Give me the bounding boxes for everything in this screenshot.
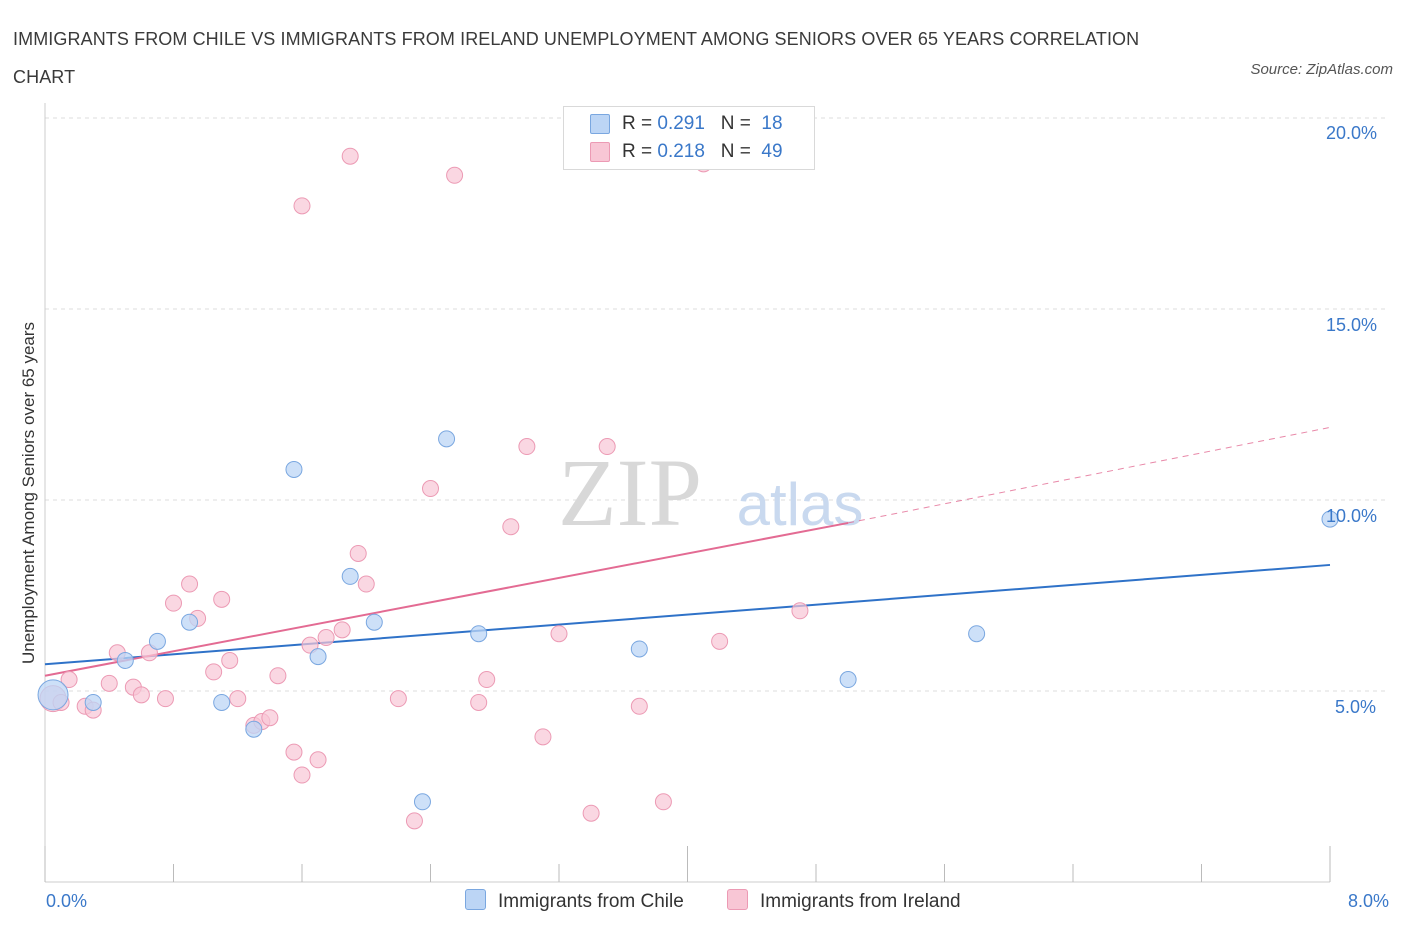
- data-points: [37, 147, 1339, 830]
- source-label: Source: ZipAtlas.com: [1250, 61, 1393, 78]
- point-ireland: [285, 743, 303, 761]
- point-ireland: [181, 575, 199, 593]
- point-chile: [213, 693, 231, 711]
- point-ireland: [213, 590, 231, 608]
- legend-swatch-ireland: [590, 142, 610, 162]
- point-ireland: [357, 575, 375, 593]
- point-ireland: [205, 663, 223, 681]
- point-chile: [839, 671, 857, 689]
- point-ireland: [293, 197, 311, 215]
- watermark-zip: ZIP: [558, 439, 702, 546]
- y-tick-10: 10.0%: [1326, 506, 1378, 526]
- point-chile: [309, 648, 327, 666]
- point-ireland: [389, 690, 407, 708]
- point-ireland: [711, 632, 729, 650]
- point-ireland: [261, 709, 279, 727]
- point-chile: [181, 613, 199, 631]
- legend-n-label: N =: [720, 113, 757, 134]
- point-ireland: [550, 625, 568, 643]
- point-ireland: [269, 667, 287, 685]
- correlation-legend: R = 0.291 N = 18 R = 0.218 N = 49: [563, 106, 815, 170]
- x-min-label: 0.0%: [46, 891, 88, 911]
- legend-r-label: R =: [622, 113, 658, 134]
- point-chile: [341, 567, 359, 585]
- legend-n-label: N =: [720, 141, 757, 162]
- point-chile: [968, 625, 986, 643]
- point-chile: [116, 651, 134, 669]
- point-ireland: [446, 166, 464, 184]
- y-tick-5: 5.0%: [1335, 697, 1377, 717]
- point-ireland: [156, 690, 174, 708]
- legend-r-label: R =: [622, 141, 658, 162]
- point-chile: [285, 460, 303, 478]
- legend-label-chile: Immigrants from Chile: [498, 891, 684, 912]
- y-tick-15: 15.0%: [1326, 315, 1378, 335]
- legend-swatch-chile: [465, 889, 486, 910]
- point-ireland: [100, 674, 118, 692]
- point-chile: [1321, 510, 1339, 528]
- point-ireland: [518, 438, 536, 456]
- trend-lines: [44, 426, 1331, 677]
- point-ireland: [165, 594, 182, 612]
- point-chile: [245, 720, 263, 738]
- point-ireland: [478, 671, 496, 689]
- axes: [44, 103, 1331, 883]
- trend-line-chile: [44, 563, 1331, 666]
- y-tick-20: 20.0%: [1326, 123, 1378, 143]
- point-ireland: [132, 686, 150, 704]
- legend-n-value: 18: [761, 113, 783, 134]
- point-chile: [84, 693, 102, 711]
- point-ireland: [598, 438, 616, 456]
- watermark-atlas: atlas: [737, 471, 864, 538]
- trend-line-ireland-extension: [848, 426, 1331, 524]
- point-chile: [148, 632, 166, 650]
- point-chile: [365, 613, 383, 631]
- grid-lines: [45, 117, 1388, 692]
- point-chile: [37, 679, 69, 711]
- point-ireland: [309, 751, 327, 769]
- point-chile: [438, 430, 456, 448]
- point-ireland: [60, 671, 78, 689]
- point-ireland: [630, 697, 648, 715]
- point-chile: [413, 793, 431, 811]
- point-ireland: [229, 690, 247, 708]
- point-ireland: [405, 812, 423, 830]
- x-max-label: 8.0%: [1348, 891, 1390, 911]
- chart-title: IMMIGRANTS FROM CHILE VS IMMIGRANTS FROM…: [13, 29, 1140, 87]
- legend-text-ireland: R = 0.218 N = 49: [622, 140, 783, 164]
- legend-swatch-chile: [590, 114, 610, 134]
- legend-r-value: 0.218: [657, 141, 705, 162]
- series-legend-ireland: Immigrants from Ireland: [727, 889, 961, 915]
- legend-text-chile: R = 0.291 N = 18: [622, 112, 783, 136]
- trend-line-ireland: [44, 521, 849, 677]
- legend-r-value: 0.291: [657, 113, 705, 134]
- point-chile: [470, 625, 488, 643]
- point-ireland: [502, 518, 520, 536]
- point-ireland: [293, 766, 311, 784]
- legend-n-value: 49: [761, 141, 783, 162]
- series-legend-chile: Immigrants from Chile: [465, 889, 684, 915]
- point-ireland: [791, 602, 809, 620]
- point-ireland: [582, 804, 600, 822]
- point-ireland: [333, 621, 351, 639]
- point-ireland: [534, 728, 552, 746]
- point-ireland: [349, 544, 367, 562]
- point-ireland: [317, 629, 335, 647]
- point-ireland: [341, 147, 359, 165]
- point-ireland: [221, 651, 239, 669]
- y-axis-label: Unemployment Among Seniors over 65 years: [19, 321, 38, 665]
- watermark: ZIP atlas: [558, 439, 863, 546]
- point-ireland: [422, 480, 439, 498]
- point-chile: [630, 640, 648, 658]
- legend-label-ireland: Immigrants from Ireland: [760, 891, 961, 912]
- point-ireland: [470, 693, 488, 711]
- legend-swatch-ireland: [727, 889, 748, 910]
- point-ireland: [654, 793, 672, 811]
